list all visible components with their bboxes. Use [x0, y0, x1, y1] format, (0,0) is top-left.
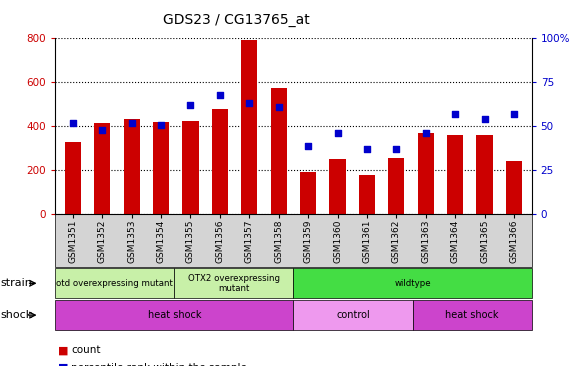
Point	[215, 92, 224, 98]
Text: shock: shock	[1, 310, 33, 320]
Point	[127, 120, 137, 126]
Bar	[418, 133, 434, 214]
Point	[186, 102, 195, 108]
Point	[274, 104, 284, 110]
Point	[480, 116, 489, 122]
Point	[303, 143, 313, 149]
Point	[363, 146, 372, 152]
Bar	[271, 88, 287, 214]
Point	[156, 122, 166, 127]
Point	[450, 111, 460, 117]
Bar	[64, 142, 81, 214]
Point	[68, 120, 77, 126]
Point	[392, 146, 401, 152]
Point	[98, 127, 107, 133]
Text: ■: ■	[58, 345, 69, 355]
Bar	[447, 135, 463, 214]
Bar	[241, 40, 257, 214]
Bar	[476, 135, 493, 214]
Bar	[94, 123, 110, 214]
Bar	[506, 161, 522, 214]
Bar	[124, 119, 140, 214]
Bar	[300, 172, 316, 214]
Bar	[212, 109, 228, 214]
Point	[245, 101, 254, 107]
Point	[510, 111, 519, 117]
Text: otd overexpressing mutant: otd overexpressing mutant	[56, 279, 173, 288]
Text: control: control	[336, 310, 370, 320]
Point	[421, 130, 431, 136]
Text: wildtype: wildtype	[394, 279, 431, 288]
Bar	[359, 175, 375, 214]
Text: strain: strain	[1, 278, 33, 288]
Text: heat shock: heat shock	[445, 310, 499, 320]
Text: percentile rank within the sample: percentile rank within the sample	[71, 363, 247, 366]
Text: OTX2 overexpressing
mutant: OTX2 overexpressing mutant	[188, 273, 280, 293]
Bar	[329, 159, 346, 214]
Text: ■: ■	[58, 363, 69, 366]
Text: GDS23 / CG13765_at: GDS23 / CG13765_at	[163, 13, 310, 27]
Bar	[388, 158, 404, 214]
Bar	[182, 121, 199, 214]
Point	[333, 130, 342, 136]
Text: count: count	[71, 345, 101, 355]
Text: heat shock: heat shock	[148, 310, 201, 320]
Bar	[153, 122, 169, 214]
